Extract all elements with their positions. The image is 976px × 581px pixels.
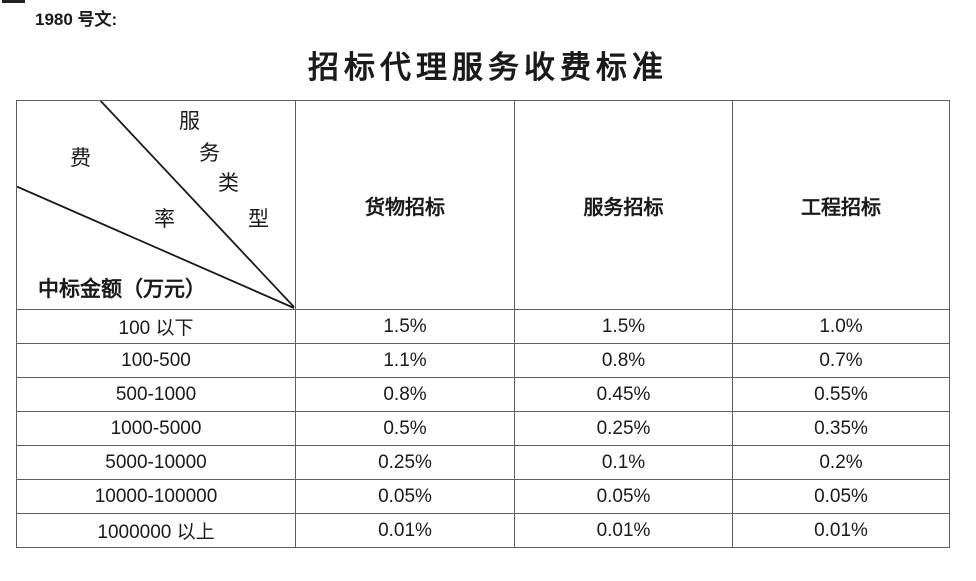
table-row: 1000-5000 0.5% 0.25% 0.35% xyxy=(16,411,950,446)
column-header-services: 服务招标 xyxy=(514,100,733,310)
column-header-goods: 货物招标 xyxy=(295,100,515,310)
row-label-cell: 100-500 xyxy=(16,343,296,378)
row-label-cell: 500-1000 xyxy=(16,377,296,412)
row-label-cell: 1000000 以上 xyxy=(16,513,296,548)
row-label-cell: 10000-100000 xyxy=(16,479,296,514)
table-header-row: 服 务 类 型 费 率 中标金额（万元） 货物招标 服务招标 工程招标 xyxy=(16,100,950,310)
works-rate-cell: 0.01% xyxy=(732,513,950,548)
goods-rate-cell: 0.05% xyxy=(295,479,515,514)
table-row: 5000-10000 0.25% 0.1% 0.2% xyxy=(16,445,950,480)
page-title: 招标代理服务收费标准 xyxy=(308,50,668,85)
column-header-works: 工程招标 xyxy=(732,100,950,310)
table-row: 100 以下 1.5% 1.5% 1.0% xyxy=(16,309,950,344)
doc-number-label: 1980 号文: xyxy=(35,10,118,29)
services-rate-cell: 0.25% xyxy=(514,411,733,446)
works-rate-cell: 0.35% xyxy=(732,411,950,446)
goods-rate-cell: 1.1% xyxy=(295,343,515,378)
corner-axis-char: 费 xyxy=(70,146,91,170)
table-row: 10000-100000 0.05% 0.05% 0.05% xyxy=(16,479,950,514)
works-rate-cell: 1.0% xyxy=(732,309,950,344)
services-rate-cell: 0.45% xyxy=(514,377,733,412)
corner-axis-char: 率 xyxy=(154,207,175,231)
row-label-cell: 100 以下 xyxy=(16,309,296,344)
row-label-cell: 1000-5000 xyxy=(16,411,296,446)
top-left-line-artifact xyxy=(2,0,25,3)
table-row: 100-500 1.1% 0.8% 0.7% xyxy=(16,343,950,378)
works-rate-cell: 0.7% xyxy=(732,343,950,378)
corner-axis-char: 服 xyxy=(179,109,200,133)
amount-axis-label: 中标金额（万元） xyxy=(38,277,206,301)
diagonal-header-cell: 服 务 类 型 费 率 中标金额（万元） xyxy=(16,100,296,310)
works-rate-cell: 0.05% xyxy=(732,479,950,514)
row-label-cell: 5000-10000 xyxy=(16,445,296,480)
goods-rate-cell: 0.8% xyxy=(295,377,515,412)
goods-rate-cell: 0.01% xyxy=(295,513,515,548)
fee-table: 服 务 类 型 费 率 中标金额（万元） 货物招标 服务招标 工程招标 100 … xyxy=(16,100,950,548)
services-rate-cell: 0.8% xyxy=(514,343,733,378)
services-rate-cell: 0.1% xyxy=(514,445,733,480)
works-rate-cell: 0.2% xyxy=(732,445,950,480)
table-row: 1000000 以上 0.01% 0.01% 0.01% xyxy=(16,513,950,548)
services-rate-cell: 0.05% xyxy=(514,479,733,514)
goods-rate-cell: 0.25% xyxy=(295,445,515,480)
goods-rate-cell: 1.5% xyxy=(295,309,515,344)
services-rate-cell: 0.01% xyxy=(514,513,733,548)
goods-rate-cell: 0.5% xyxy=(295,411,515,446)
diagonal-divider-lines xyxy=(17,101,295,309)
services-rate-cell: 1.5% xyxy=(514,309,733,344)
corner-axis-char: 型 xyxy=(248,207,269,231)
works-rate-cell: 0.55% xyxy=(732,377,950,412)
corner-axis-char: 务 xyxy=(199,141,220,165)
table-row: 500-1000 0.8% 0.45% 0.55% xyxy=(16,377,950,412)
corner-axis-char: 类 xyxy=(218,171,239,195)
